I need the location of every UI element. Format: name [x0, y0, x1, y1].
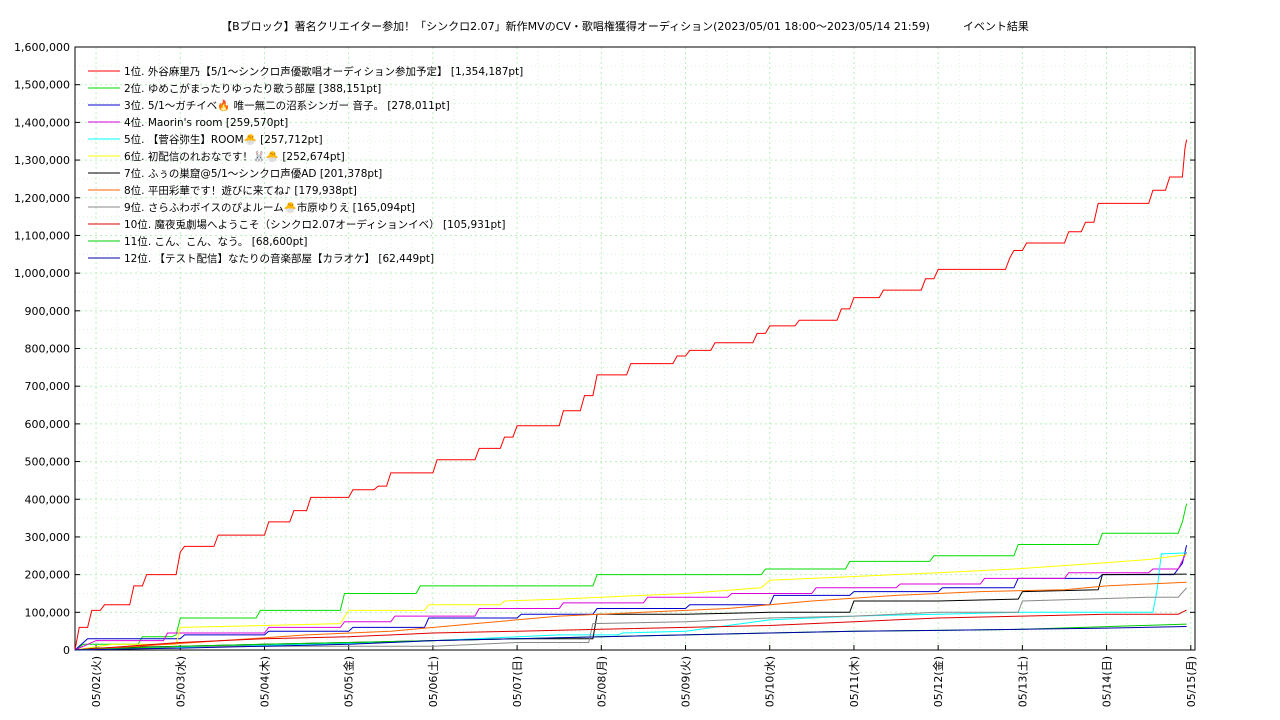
y-tick-label: 1,200,000	[14, 192, 70, 205]
y-tick-label: 1,300,000	[14, 154, 70, 167]
x-tick-label: 05/11(木)	[848, 656, 861, 707]
legend-label: 4位. Maorin's room [259,570pt]	[124, 116, 288, 129]
y-tick-label: 700,000	[25, 380, 71, 393]
chart-grid	[75, 47, 1195, 650]
x-tick-label: 05/02(火)	[90, 656, 103, 707]
x-axis: 05/02(火) 05/03(水) 05/04(木) 05/05(金) 05/06(土)…	[90, 645, 1198, 707]
x-tick-label: 05/06(土)	[427, 656, 440, 707]
series-line-8	[74, 581, 1187, 651]
series-line-6	[74, 554, 1187, 651]
legend-item: 8位. 平田彩華です！遊びに来てね♪ [179,938pt]	[88, 184, 357, 197]
legend-label: 2位. ゆめこがまったりゆったり歌う部屋 [388,151pt]	[124, 82, 381, 95]
x-tick-label: 05/09(火)	[680, 656, 693, 707]
series-line-3	[74, 545, 1188, 651]
legend-label: 7位. ふぅの巣窟@5/1～シンクロ声優AD [201,378pt]	[124, 167, 382, 180]
x-tick-label: 05/15(月)	[1185, 656, 1198, 707]
x-tick-label: 05/07(日)	[511, 656, 524, 707]
legend-label: 5位. 【菅谷弥生】ROOM🐣 [257,712pt]	[124, 133, 323, 146]
legend-item: 5位. 【菅谷弥生】ROOM🐣 [257,712pt]	[88, 133, 323, 146]
y-tick-label: 300,000	[25, 531, 71, 544]
legend-label: 1位. 外谷麻里乃【5/1～シンクロ声優歌唱オーディション参加予定】 [1,35…	[124, 65, 523, 78]
legend-label: 8位. 平田彩華です！遊びに来てね♪ [179,938pt]	[124, 184, 357, 197]
chart-title: 【Bブロック】著名クリエイター参加！「シンクロ2.07」新作MVのCV・歌唱権獲…	[221, 19, 1029, 33]
x-tick-label: 05/04(木)	[258, 656, 271, 707]
legend-label: 9位. さらふわボイスのぴよルーム🐣市原ゆりえ [165,094pt]	[124, 201, 415, 214]
y-axis: 0 100,000 200,000 300,000 400,000 500,000 600,…	[14, 41, 1195, 657]
x-tick-label: 05/14(日)	[1101, 656, 1114, 707]
legend-label: 3位. 5/1～ガチイベ🔥 唯一無二の沼系シンガー 音子。 [278,011pt…	[124, 99, 450, 112]
series-line-4	[74, 551, 1188, 651]
legend-label: 6位. 初配信のれおなです！🐰🐣 [252,674pt]	[124, 150, 345, 163]
y-tick-label: 0	[63, 644, 70, 657]
x-tick-label: 05/05(金)	[342, 656, 356, 707]
x-tick-label: 05/10(水)	[764, 656, 777, 707]
y-tick-label: 1,600,000	[14, 41, 70, 54]
y-tick-label: 1,100,000	[14, 229, 70, 242]
x-tick-label: 05/08(月)	[595, 656, 608, 707]
legend-item: 12位. 【テスト配信】なたりの音楽部屋【カラオケ】 [62,449pt]	[88, 252, 434, 265]
legend-label: 12位. 【テスト配信】なたりの音楽部屋【カラオケ】 [62,449pt]	[124, 252, 434, 265]
x-tick-label: 05/13(土)	[1016, 656, 1029, 707]
legend-item: 4位. Maorin's room [259,570pt]	[88, 116, 288, 129]
y-tick-label: 1,500,000	[14, 79, 70, 92]
series-line-2	[74, 503, 1188, 651]
legend-item: 3位. 5/1～ガチイベ🔥 唯一無二の沼系シンガー 音子。 [278,011pt…	[88, 99, 450, 112]
y-tick-label: 800,000	[25, 343, 71, 356]
y-tick-label: 1,400,000	[14, 116, 70, 129]
series-line-5	[74, 552, 1187, 651]
legend-item: 11位. こん、こん、なう。 [68,600pt]	[88, 235, 307, 248]
legend-item: 10位. 魔夜兎劇場へようこそ（シンクロ2.07オーディションイベ） [105,…	[88, 218, 505, 231]
y-tick-label: 1,000,000	[14, 267, 70, 280]
legend-item: 2位. ゆめこがまったりゆったり歌う部屋 [388,151pt]	[88, 82, 381, 95]
y-tick-label: 200,000	[25, 569, 71, 582]
y-tick-label: 400,000	[25, 493, 71, 506]
legend-item: 7位. ふぅの巣窟@5/1～シンクロ声優AD [201,378pt]	[88, 167, 382, 180]
y-tick-label: 900,000	[25, 305, 71, 318]
legend-item: 1位. 外谷麻里乃【5/1～シンクロ声優歌唱オーディション参加予定】 [1,35…	[88, 65, 523, 78]
series-line-10	[74, 609, 1187, 651]
x-tick-label: 05/12(金)	[931, 656, 945, 707]
x-tick-label: 05/03(水)	[174, 656, 187, 707]
series-line-9	[74, 587, 1187, 651]
series-lines	[74, 139, 1188, 651]
chart-legend: 1位. 外谷麻里乃【5/1～シンクロ声優歌唱オーディション参加予定】 [1,35…	[88, 65, 523, 265]
legend-item: 6位. 初配信のれおなです！🐰🐣 [252,674pt]	[88, 150, 345, 163]
series-line-12	[74, 626, 1187, 651]
y-tick-label: 600,000	[25, 418, 71, 431]
legend-label: 11位. こん、こん、なう。 [68,600pt]	[124, 235, 307, 248]
series-line-1	[74, 139, 1188, 651]
legend-label: 10位. 魔夜兎劇場へようこそ（シンクロ2.07オーディションイベ） [105,…	[124, 218, 505, 231]
y-tick-label: 100,000	[25, 606, 71, 619]
y-tick-label: 500,000	[25, 456, 71, 469]
legend-item: 9位. さらふわボイスのぴよルーム🐣市原ゆりえ [165,094pt]	[88, 201, 415, 214]
